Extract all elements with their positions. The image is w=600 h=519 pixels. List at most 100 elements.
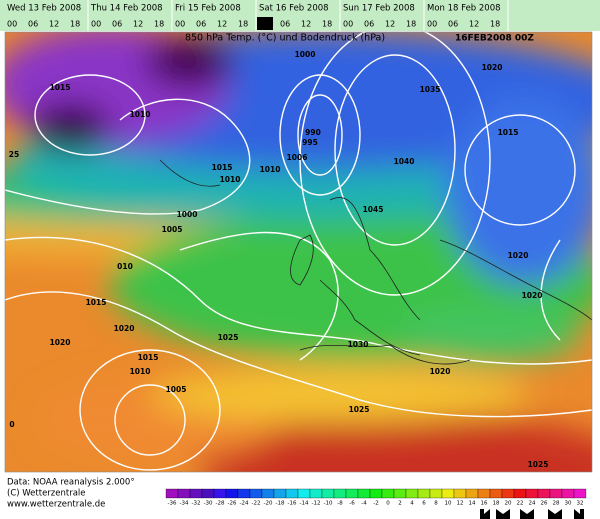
day-label[interactable]: Sun 17 Feb 2008 [343,4,415,14]
scale-label: 30 [565,501,572,507]
color-swatch [441,488,455,499]
hour-label[interactable]: 12 [217,20,227,29]
hour-label[interactable]: 12 [49,20,59,29]
scale-label: -30 [204,501,213,507]
color-swatch [273,488,287,499]
scale-label: -22 [252,501,261,507]
isobar-label: 1010 [220,175,241,184]
scale-label: -10 [324,501,333,507]
scale-label: -20 [264,501,273,507]
scale-label: 14 [469,501,476,507]
hour-label[interactable]: 18 [490,20,500,29]
isobar-label: 1035 [420,85,441,94]
scale-label: -26 [228,501,237,507]
nav-next[interactable] [548,509,562,519]
scale-label: 16 [481,501,488,507]
map-title: 850 hPa Temp. (°C) und Bodendruck (hPa) [185,33,385,44]
color-swatch [225,488,239,499]
hour-label[interactable]: 18 [154,20,164,29]
hour-label[interactable]: 18 [70,20,80,29]
color-swatch [381,488,395,499]
color-swatch [537,488,551,499]
color-swatch [501,488,515,499]
scale-label: 32 [577,501,584,507]
color-swatch [285,488,299,499]
nav-prev[interactable] [496,509,510,519]
color-swatch [321,488,335,499]
scale-label: 18 [493,501,500,507]
day-label[interactable]: Mon 18 Feb 2008 [427,4,501,14]
isobar-label: 990 [305,128,321,137]
map-timestamp: 16FEB2008 00Z [455,34,534,44]
hour-label[interactable]: 00 [175,20,185,29]
contour-label: 25 [9,150,19,159]
isobar-label: 1005 [162,225,183,234]
hour-label[interactable]: 12 [385,20,395,29]
isobar-label: 1010 [260,165,281,174]
scale-label: 26 [541,501,548,507]
isobar-label: 1006 [287,153,308,162]
isobar-label: 995 [302,138,318,147]
hour-label[interactable]: 00 [7,20,17,29]
hour-label[interactable]: 18 [238,20,248,29]
day-label[interactable]: Thu 14 Feb 2008 [90,4,163,14]
color-swatch [549,488,563,499]
isobar-label: 1020 [482,63,503,72]
hour-label[interactable]: 12 [469,20,479,29]
footer-line: (C) Wetterzentrale [7,489,86,499]
color-swatch [297,488,311,499]
isobar-label: 1025 [218,333,239,342]
nav-play[interactable] [520,509,534,519]
hour-label[interactable]: 00 [259,20,271,29]
hour-label[interactable]: 12 [301,20,311,29]
hour-label[interactable]: 18 [322,20,332,29]
color-swatch [489,488,503,499]
hour-label[interactable]: 06 [448,20,458,29]
footer-line: Data: NOAA reanalysis 2.000° [7,478,135,488]
color-swatch [345,488,359,499]
color-swatch [513,488,527,499]
color-swatch [309,488,323,499]
isobar-label: 1015 [138,353,159,362]
color-swatch [177,488,191,499]
isobar-label: 1020 [508,251,529,260]
isobar-label: 1020 [114,324,135,333]
scale-label: -14 [300,501,309,507]
color-swatch [393,488,407,499]
hour-label[interactable]: 00 [91,20,101,29]
color-swatch [189,488,203,499]
nav-last[interactable] [574,509,584,519]
scale-label: 6 [422,501,426,507]
scale-label: -36 [168,501,177,507]
color-swatch [429,488,443,499]
scale-label: 22 [517,501,524,507]
hour-label[interactable]: 06 [28,20,38,29]
scale-label: -6 [349,501,355,507]
isobar-label: 1015 [212,163,233,172]
day-label[interactable]: Fri 15 Feb 2008 [175,4,241,14]
hour-label[interactable]: 06 [280,20,290,29]
hour-label[interactable]: 12 [133,20,143,29]
scale-label: -34 [180,501,189,507]
color-swatch [369,488,383,499]
hour-label[interactable]: 06 [196,20,206,29]
color-swatch [213,488,227,499]
nav-first[interactable] [480,509,490,519]
isobar-label: 1025 [349,405,370,414]
color-scale: -36 -34 -32 -30 -28 -26 -24 -22 -20 -18 -16 -14 -12-… [165,488,587,507]
isobar-label: 1015 [498,128,519,137]
color-swatch [237,488,251,499]
hour-label[interactable]: 00 [427,20,437,29]
nav-buttons[interactable] [480,509,584,519]
scale-label: 10 [445,501,452,507]
isobar-label: 1015 [50,83,71,92]
hour-label[interactable]: 06 [112,20,122,29]
hour-label[interactable]: 00 [343,20,353,29]
hour-label[interactable]: 18 [406,20,416,29]
day-label[interactable]: Sat 16 Feb 2008 [259,4,329,14]
hour-label[interactable]: 06 [364,20,374,29]
day-label[interactable]: Wed 13 Feb 2008 [7,4,81,14]
isobar-label: 1020 [50,338,71,347]
